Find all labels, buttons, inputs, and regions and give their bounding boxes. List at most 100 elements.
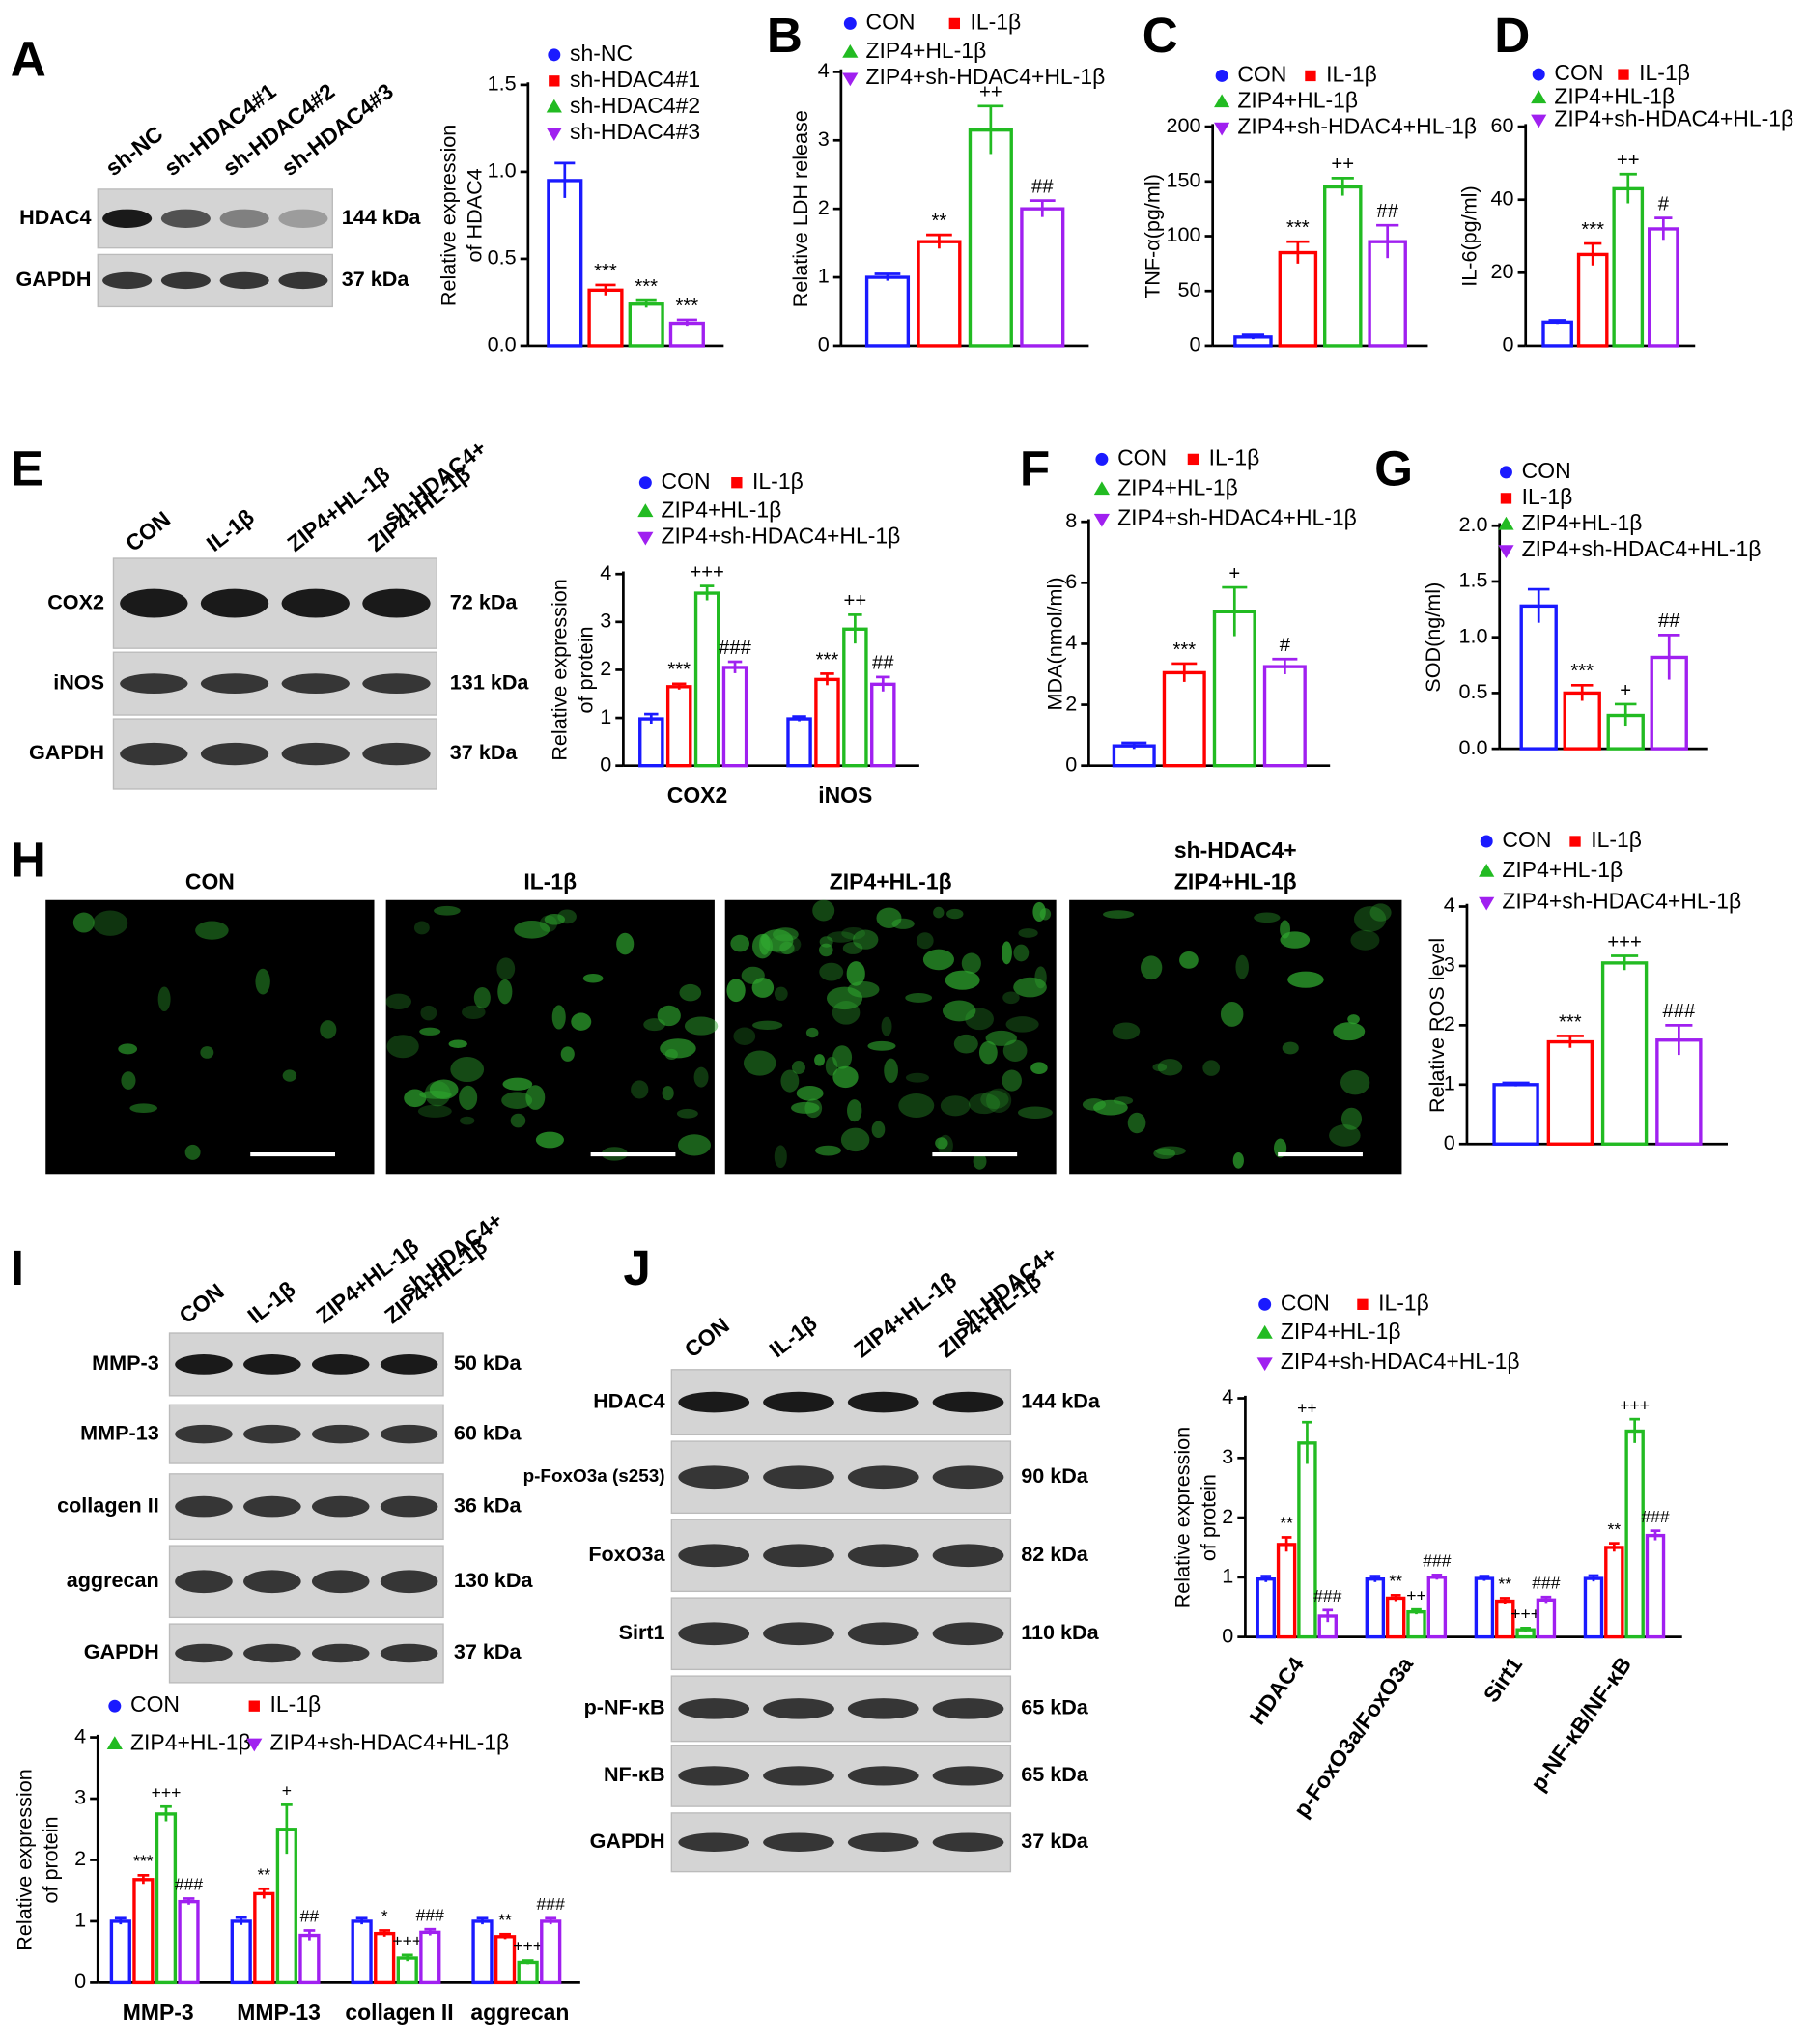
y-tick-label: 20 xyxy=(1491,259,1514,283)
size-label: 82 kDa xyxy=(1021,1542,1089,1566)
significance: *** xyxy=(635,276,658,298)
legend-marker xyxy=(1498,516,1514,530)
y-tick-label: 60 xyxy=(1491,113,1514,137)
cell xyxy=(1002,991,1020,1005)
size-label: 72 kDa xyxy=(450,589,519,613)
blot-band xyxy=(380,1643,438,1663)
cell xyxy=(814,1054,825,1066)
legend-label: ZIP4+HL-1β xyxy=(1237,88,1358,113)
significance: +++ xyxy=(1607,931,1641,952)
cell xyxy=(195,921,229,940)
legend-label: IL-1β xyxy=(1378,1290,1429,1315)
legend-label: ZIP4+HL-1β xyxy=(1554,83,1675,108)
blot-band xyxy=(763,1698,834,1719)
y-tick-label: 3 xyxy=(818,127,830,151)
blot-band xyxy=(932,1698,1004,1719)
row-label: NF-κB xyxy=(604,1762,665,1786)
legend-marker xyxy=(106,1736,123,1749)
cell xyxy=(1141,955,1163,980)
cell xyxy=(780,1069,800,1093)
bar xyxy=(298,1933,321,1985)
significance: *** xyxy=(1559,1011,1582,1033)
significance: ** xyxy=(1389,1572,1402,1591)
size-label: 110 kDa xyxy=(1021,1620,1099,1644)
size-label: 90 kDa xyxy=(1021,1463,1089,1488)
row-label: HDAC4 xyxy=(19,205,91,229)
significance: *** xyxy=(676,296,699,317)
significance: +++ xyxy=(392,1931,422,1950)
significance: ### xyxy=(1641,1507,1670,1526)
blot-band xyxy=(932,1622,1004,1646)
y-tick-label: 3 xyxy=(1444,952,1455,977)
significance: +++ xyxy=(1510,1604,1540,1623)
cell xyxy=(871,1121,886,1139)
cell xyxy=(832,1045,853,1069)
y-axis-label: of protein xyxy=(39,1816,63,1903)
x-tick-label: COX2 xyxy=(667,782,727,808)
image-title: CON xyxy=(185,868,235,894)
cell xyxy=(815,1145,841,1156)
blot-band xyxy=(281,673,350,694)
significance: ### xyxy=(416,1905,445,1924)
legend-marker xyxy=(1569,836,1581,847)
bar xyxy=(1624,1429,1645,1639)
blot-band xyxy=(278,209,328,229)
blot-band xyxy=(311,1570,370,1594)
cell xyxy=(459,1085,478,1111)
cell xyxy=(385,993,411,1010)
y-tick-label: 1 xyxy=(74,1908,86,1932)
significance: *** xyxy=(1172,639,1196,661)
cell xyxy=(1329,1124,1361,1147)
legend-label: ZIP4+sh-HDAC4+HL-1β xyxy=(1281,1348,1520,1374)
y-axis-label: Relative expression xyxy=(1171,1427,1195,1608)
cell xyxy=(922,949,954,971)
lane-label: CON xyxy=(121,506,175,556)
significance: ** xyxy=(932,211,947,232)
cell xyxy=(679,983,702,1002)
y-tick-label: 4 xyxy=(600,560,611,584)
blot-band xyxy=(847,1391,919,1413)
size-label: 37 kDa xyxy=(450,740,519,764)
legend-label: CON xyxy=(866,9,916,34)
legend-marker xyxy=(1258,1297,1272,1311)
bar xyxy=(1536,1598,1557,1639)
legend-marker xyxy=(546,99,562,113)
bar xyxy=(155,1812,178,1985)
legend-marker xyxy=(1093,513,1111,527)
bar xyxy=(1474,1576,1495,1639)
panel-label: E xyxy=(11,440,43,496)
x-tick-label: MMP-3 xyxy=(123,2000,194,2025)
size-label: 130 kDa xyxy=(454,1568,534,1592)
cell xyxy=(842,942,863,954)
y-axis-label: Relative LDH release xyxy=(788,110,812,307)
blot-band xyxy=(160,271,211,290)
bar xyxy=(1648,227,1679,348)
y-axis-label: IL-6(pg/ml) xyxy=(1457,185,1481,286)
significance: + xyxy=(282,1781,292,1801)
significance: *** xyxy=(594,261,617,282)
cell xyxy=(1127,1112,1146,1134)
legend-label: sh-NC xyxy=(570,41,633,66)
row-label: MMP-13 xyxy=(80,1420,159,1444)
cell xyxy=(582,973,604,983)
legend-marker xyxy=(637,531,654,546)
cell xyxy=(676,1108,698,1119)
cell xyxy=(774,986,788,1001)
blot-band xyxy=(219,271,269,290)
blot-band xyxy=(175,1354,233,1375)
blot-band xyxy=(120,673,188,694)
y-tick-label: 4 xyxy=(818,58,830,82)
blot-band xyxy=(763,1391,834,1413)
legend-marker xyxy=(1095,452,1109,466)
cell xyxy=(1220,1001,1244,1027)
blot-band xyxy=(311,1643,370,1663)
bar xyxy=(1162,670,1206,768)
cell xyxy=(917,932,934,950)
cell xyxy=(544,913,566,925)
cell xyxy=(852,929,879,950)
bar xyxy=(1576,252,1609,348)
cell xyxy=(1112,1022,1141,1040)
row-label: iNOS xyxy=(53,669,104,694)
legend-marker xyxy=(1531,90,1547,104)
cell xyxy=(502,1077,533,1091)
